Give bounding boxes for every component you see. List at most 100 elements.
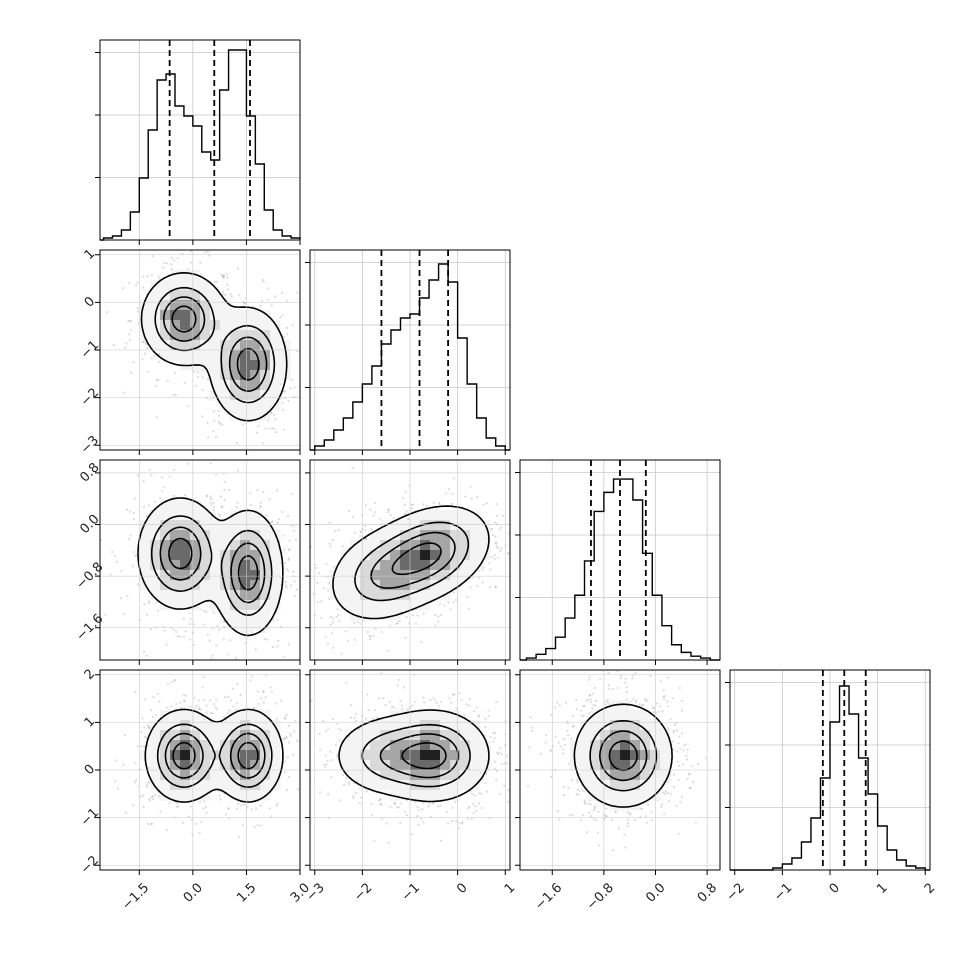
scatter-point — [447, 487, 451, 491]
density-cell — [170, 510, 181, 521]
scatter-point — [359, 530, 362, 533]
scatter-point — [227, 695, 230, 698]
density-cell — [230, 350, 241, 361]
scatter-point — [211, 654, 214, 657]
scatter-point — [287, 569, 290, 572]
density-cell — [210, 310, 221, 321]
density-cell — [400, 560, 411, 571]
scatter-point — [289, 732, 292, 735]
density-cell — [180, 300, 191, 311]
density-cell — [190, 340, 201, 351]
scatter-point — [331, 617, 334, 620]
scatter-point — [170, 263, 173, 266]
density-cell — [140, 310, 151, 321]
scatter-point — [214, 474, 218, 477]
density-cell — [250, 570, 261, 581]
scatter-point — [227, 807, 230, 810]
scatter-point — [512, 780, 514, 782]
scatter-point — [322, 720, 325, 723]
scatter-point — [265, 514, 268, 517]
scatter-point — [222, 275, 226, 278]
scatter-point — [182, 699, 186, 702]
scatter-point — [477, 576, 480, 579]
contour-line — [172, 741, 259, 770]
density-cell — [160, 540, 171, 551]
density-cell — [390, 520, 401, 531]
density-cell — [190, 710, 201, 721]
scatter-point — [305, 423, 307, 425]
density-cell — [140, 550, 151, 561]
scatter-point — [206, 250, 209, 253]
density-cell — [230, 550, 241, 561]
scatter-point — [356, 620, 360, 624]
density-cell — [350, 560, 361, 571]
density-cell — [210, 360, 221, 371]
scatter-point — [353, 782, 356, 785]
scatter-point — [189, 617, 192, 621]
scatter-point — [284, 716, 287, 719]
density-cell — [400, 600, 411, 611]
scatter-point — [488, 561, 491, 565]
density-cell — [270, 360, 281, 371]
axes-frame — [519, 459, 721, 661]
scatter-point — [422, 802, 425, 805]
density-cell — [240, 740, 251, 751]
scatter-point — [259, 506, 262, 509]
scatter-point — [273, 413, 276, 416]
density-cell — [220, 720, 231, 731]
scatter-point — [283, 737, 286, 740]
scatter-point — [363, 524, 367, 528]
density-cell — [270, 540, 281, 551]
density-cell — [250, 740, 261, 751]
scatter-point — [146, 781, 149, 784]
scatter-point — [467, 607, 470, 610]
scatter-point — [437, 704, 441, 707]
scatter-point — [284, 736, 288, 740]
density-cell — [230, 760, 241, 771]
density-cell — [230, 590, 241, 601]
density-cell — [220, 330, 231, 341]
scatter-point — [437, 620, 440, 623]
scatter-point — [329, 615, 332, 619]
density-cell — [460, 510, 471, 521]
scatter-point — [280, 291, 284, 294]
scatter-point — [280, 510, 284, 513]
density-cell — [230, 370, 241, 381]
scatter-point — [279, 316, 282, 319]
density-cell — [240, 520, 251, 531]
scatter-point — [373, 501, 376, 505]
scatter-point — [466, 817, 469, 820]
density-cell — [380, 560, 391, 571]
density-cell — [200, 540, 211, 551]
scatter-point — [411, 503, 415, 506]
scatter-point — [128, 319, 131, 322]
scatter-point — [223, 489, 226, 492]
scatter-point — [242, 803, 246, 806]
density-cell — [220, 390, 231, 401]
density-cell — [250, 530, 261, 541]
scatter-point — [109, 573, 112, 576]
scatter-point — [188, 623, 191, 626]
density-cell — [230, 720, 241, 731]
scatter-point — [130, 320, 133, 323]
scatter-point — [206, 377, 209, 381]
scatter-point — [136, 281, 139, 284]
density-cell — [440, 510, 451, 521]
scatter-point — [224, 813, 228, 816]
scatter-point — [80, 547, 82, 549]
scatter-point — [364, 529, 367, 532]
scatter-point — [428, 802, 431, 805]
scatter-point — [282, 428, 286, 431]
scatter-point — [201, 686, 204, 689]
scatter-point — [163, 629, 166, 632]
scatter-point — [369, 635, 372, 638]
scatter-point — [183, 493, 187, 497]
scatter-point — [388, 700, 392, 704]
scatter-point — [264, 427, 267, 430]
scatter-point — [472, 802, 475, 806]
density-cell — [220, 520, 231, 531]
density-cell — [390, 570, 401, 581]
density-cell — [250, 750, 261, 761]
density-cell — [250, 510, 261, 521]
scatter-point — [268, 498, 271, 501]
